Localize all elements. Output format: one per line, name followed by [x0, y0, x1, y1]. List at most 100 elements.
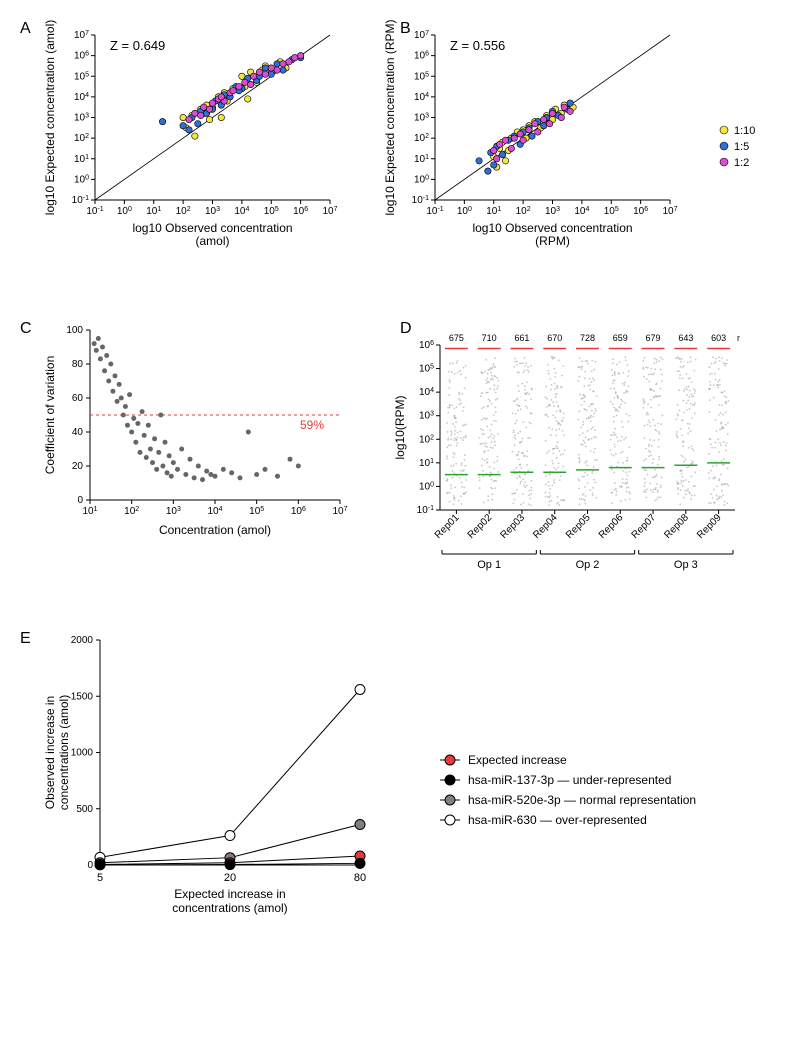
svg-text:Z = 0.556: Z = 0.556	[450, 38, 505, 53]
svg-text:Rep04: Rep04	[531, 512, 560, 541]
svg-text:Rep07: Rep07	[630, 512, 659, 541]
svg-text:hsa-miR-520e-3p — normal repre: hsa-miR-520e-3p — normal representation	[468, 793, 696, 807]
panel-e-legend: Expected increase hsa-miR-137-3p — under-…	[440, 750, 760, 834]
svg-text:105: 105	[414, 71, 429, 83]
svg-text:0: 0	[87, 860, 93, 871]
svg-text:hsa-miR-137-3p — under-represe: hsa-miR-137-3p — under-represented	[468, 773, 671, 787]
svg-text:679: 679	[646, 333, 661, 343]
svg-text:1000: 1000	[71, 748, 94, 759]
svg-text:miRNA: miRNA	[737, 333, 740, 343]
svg-text:(amol): (amol)	[195, 234, 229, 248]
panel-e-chart: 520800500100015002000Expected increase i…	[40, 630, 370, 950]
svg-text:Z = 0.649: Z = 0.649	[110, 38, 165, 53]
svg-text:101: 101	[486, 206, 501, 218]
svg-text:101: 101	[414, 153, 429, 165]
svg-text:10-1: 10-1	[426, 206, 443, 218]
svg-text:Rep06: Rep06	[597, 512, 626, 541]
svg-text:5: 5	[97, 872, 103, 884]
svg-text:Rep03: Rep03	[498, 512, 527, 541]
svg-text:102: 102	[124, 506, 139, 518]
svg-text:103: 103	[545, 206, 560, 218]
svg-text:log10 Expected concentration (: log10 Expected concentration (amol)	[43, 20, 57, 215]
panel-d-chart: 10-1100101102103104105106Rep01675Rep0271…	[390, 320, 740, 590]
svg-text:1:10: 1:10	[734, 125, 755, 137]
svg-text:40: 40	[72, 427, 84, 438]
svg-text:Op 2: Op 2	[576, 559, 600, 571]
svg-text:104: 104	[414, 91, 429, 103]
svg-text:100: 100	[74, 174, 89, 186]
svg-text:105: 105	[419, 363, 434, 375]
svg-text:106: 106	[419, 340, 434, 352]
panel-c-chart: 10110210310410510610702040608010059%Conc…	[40, 320, 350, 590]
svg-text:2000: 2000	[71, 635, 94, 646]
svg-text:101: 101	[74, 153, 89, 165]
svg-text:102: 102	[176, 206, 191, 218]
svg-text:log10 Observed concentration: log10 Observed concentration	[472, 221, 632, 235]
svg-text:Expected increase: Expected increase	[468, 753, 567, 767]
svg-text:10-1: 10-1	[412, 195, 429, 207]
svg-text:728: 728	[580, 333, 595, 343]
svg-text:106: 106	[293, 206, 308, 218]
svg-text:643: 643	[678, 333, 693, 343]
svg-text:log10(RPM): log10(RPM)	[393, 395, 407, 459]
svg-text:500: 500	[76, 804, 93, 815]
svg-text:107: 107	[414, 30, 429, 42]
svg-text:concentrations (amol): concentrations (amol)	[57, 695, 71, 810]
svg-text:100: 100	[419, 481, 434, 493]
svg-text:20: 20	[72, 461, 84, 472]
svg-text:102: 102	[516, 206, 531, 218]
svg-text:103: 103	[205, 206, 220, 218]
svg-text:Expected increase in: Expected increase in	[174, 887, 285, 901]
svg-text:log10 Observed concentration: log10 Observed concentration	[132, 221, 292, 235]
svg-text:log10 Expected concentration: log10 Expected concentration (RPM)	[383, 20, 397, 216]
svg-text:1:5: 1:5	[734, 141, 749, 153]
svg-text:661: 661	[514, 333, 529, 343]
svg-text:10-1: 10-1	[86, 206, 103, 218]
svg-text:105: 105	[249, 506, 264, 518]
panel-a-label: A	[20, 20, 31, 38]
svg-text:10-1: 10-1	[417, 505, 434, 517]
svg-text:659: 659	[613, 333, 628, 343]
svg-text:103: 103	[414, 112, 429, 124]
svg-text:107: 107	[74, 30, 89, 42]
svg-text:106: 106	[414, 50, 429, 62]
svg-text:710: 710	[482, 333, 497, 343]
svg-text:hsa-miR-630 — over-represented: hsa-miR-630 — over-represented	[468, 813, 647, 827]
svg-text:103: 103	[166, 506, 181, 518]
svg-text:107: 107	[322, 206, 337, 218]
svg-text:106: 106	[291, 506, 306, 518]
panel-b-chart: 10-1 100 101 102 103 104 105 106 107 10-1 100 101 10…	[380, 20, 680, 280]
svg-text:104: 104	[207, 506, 222, 518]
svg-text:Rep09: Rep09	[695, 512, 724, 541]
svg-text:100: 100	[414, 174, 429, 186]
figure: A 10-1 100 101 102 103 104 105 106 107 10-1 100 101…	[20, 20, 776, 950]
svg-text:104: 104	[419, 387, 434, 399]
svg-text:104: 104	[74, 91, 89, 103]
svg-text:101: 101	[146, 206, 161, 218]
panel-c-label: C	[20, 320, 32, 338]
svg-text:Coefficient of variation: Coefficient of variation	[43, 356, 57, 475]
panel-b-legend: 1:101:51:2	[716, 120, 776, 180]
svg-text:concentrations (amol): concentrations (amol)	[172, 901, 287, 915]
svg-text:104: 104	[234, 206, 249, 218]
svg-text:Rep08: Rep08	[662, 512, 691, 541]
svg-text:106: 106	[74, 50, 89, 62]
svg-text:Op 1: Op 1	[477, 559, 501, 571]
svg-text:Concentration (amol): Concentration (amol)	[159, 523, 271, 537]
svg-text:100: 100	[457, 206, 472, 218]
svg-text:1500: 1500	[71, 691, 94, 702]
svg-text:20: 20	[224, 872, 236, 884]
panel-a-chart: 10-110010110210310410510610710-110010110…	[40, 20, 340, 280]
svg-text:102: 102	[414, 133, 429, 145]
svg-text:Rep05: Rep05	[564, 512, 593, 541]
svg-text:60: 60	[72, 393, 84, 404]
svg-text:Observed increase in: Observed increase in	[43, 696, 57, 809]
panel-e-label: E	[20, 630, 31, 648]
svg-text:103: 103	[419, 410, 434, 422]
svg-text:59%: 59%	[300, 418, 324, 432]
svg-text:101: 101	[419, 457, 434, 469]
svg-text:603: 603	[711, 333, 726, 343]
svg-text:101: 101	[82, 506, 97, 518]
svg-text:102: 102	[419, 434, 434, 446]
svg-text:102: 102	[74, 133, 89, 145]
